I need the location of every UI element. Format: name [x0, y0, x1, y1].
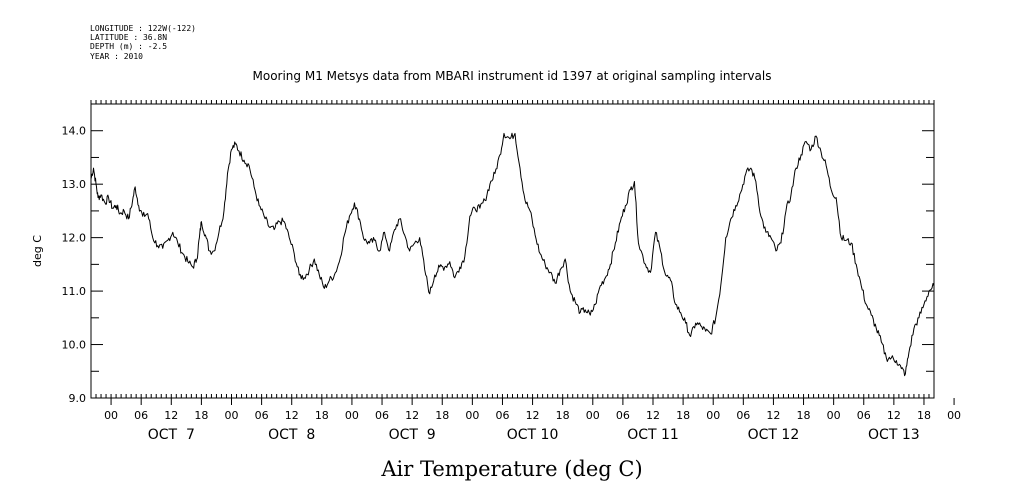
x-tick-label: 12: [887, 409, 901, 422]
x-tick-label: 06: [375, 409, 389, 422]
hour-minor-tick: [90, 100, 935, 398]
x-tick-label: 18: [676, 409, 690, 422]
x-tick-label: 00: [706, 409, 720, 422]
day-labels: OCT 7 OCT 8 OCT 9 OCT 10 OCT 11 OCT 12 OCT 13: [148, 427, 920, 443]
x-tick-label: 12: [766, 409, 780, 422]
x-tick-label: 18: [315, 409, 329, 422]
x-tick-label: 12: [526, 409, 540, 422]
x-tick-label: 00: [586, 409, 600, 422]
x-tick-label: 06: [736, 409, 750, 422]
x-tick-label: 18: [797, 409, 811, 422]
chart-title: Mooring M1 Metsys data from MBARI instru…: [253, 69, 772, 83]
series-group: [90, 132, 935, 377]
y-tick-label: 12.0: [62, 232, 87, 245]
x-tick-label: 00: [104, 409, 118, 422]
x-tick-label: 18: [556, 409, 570, 422]
x-tick-label: 06: [134, 409, 148, 422]
meta-latitude: LATITUDE : 36.8N: [90, 33, 167, 42]
x-tick-label: 00: [947, 409, 961, 422]
x-tick-label: 18: [435, 409, 449, 422]
y-tick-label: 9.0: [69, 392, 87, 405]
x-axis-caption: Air Temperature (deg C): [380, 457, 642, 481]
x-tick-label: 00: [465, 409, 479, 422]
minor-ticks: [90, 100, 935, 398]
x-tick-label: 06: [255, 409, 269, 422]
x-tick-label: 06: [616, 409, 630, 422]
x-tick-label: 00: [827, 409, 841, 422]
y-tick-label: 11.0: [62, 285, 87, 298]
y-tick-label: 14.0: [62, 125, 87, 138]
x-tick-label: 06: [857, 409, 871, 422]
y-tick-label: 13.0: [62, 178, 87, 191]
plot-frame: [90, 103, 935, 399]
series-line: [90, 132, 935, 377]
day-label: OCT 8: [268, 427, 315, 443]
x-tick-label: 06: [495, 409, 509, 422]
x-axis-ticks: 00 06 12 18 00 06 12 18 00 06 12 18 00 06 12 18 00 06 12 18…: [104, 398, 961, 422]
y-axis-label: deg C: [31, 235, 44, 267]
day-label: OCT 13: [868, 427, 920, 443]
x-tick-label: 12: [405, 409, 419, 422]
day-label: OCT 9: [389, 427, 436, 443]
x-tick-label: 00: [345, 409, 359, 422]
day-label: OCT 11: [627, 427, 679, 443]
x-tick-label: 12: [646, 409, 660, 422]
x-tick-label: 12: [164, 409, 178, 422]
meta-longitude: LONGITUDE : 122W(-122): [90, 24, 196, 33]
y-tick-label: 10.0: [62, 339, 87, 352]
x-tick-label: 18: [194, 409, 208, 422]
meta-depth: DEPTH (m) : -2.5: [90, 42, 167, 51]
day-label: OCT 7: [148, 427, 195, 443]
meta-year: YEAR : 2010: [90, 52, 143, 61]
day-label: OCT 12: [748, 427, 800, 443]
x-tick-label: 18: [917, 409, 931, 422]
day-label: OCT 10: [507, 427, 559, 443]
x-tick-label: 12: [285, 409, 299, 422]
x-tick-label: 00: [225, 409, 239, 422]
y-axis-ticks: 9.0 10.0 11.0 12.0 13.0 14.0: [62, 103, 934, 405]
